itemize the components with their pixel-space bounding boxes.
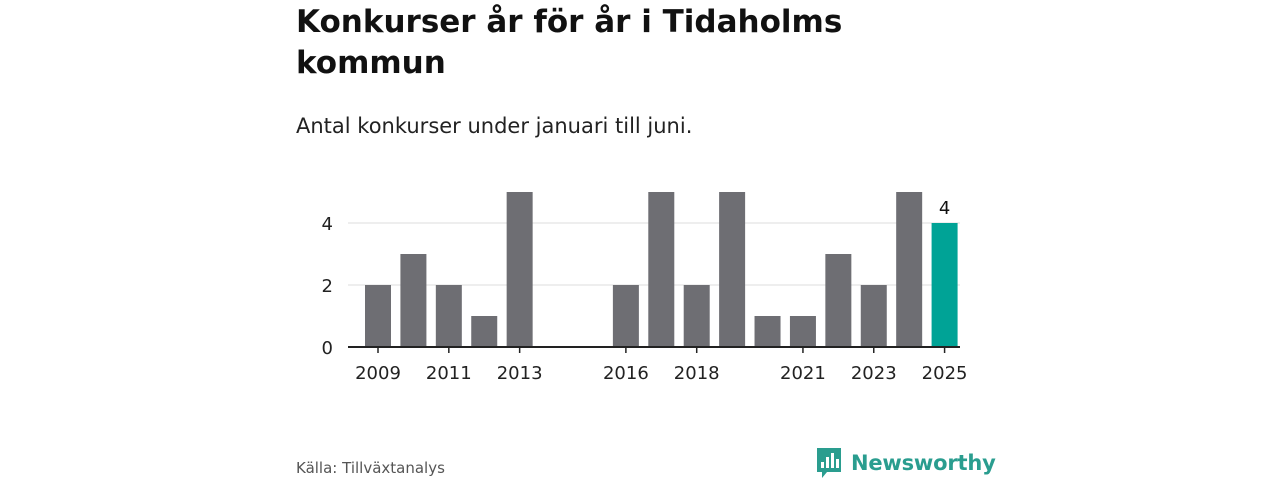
bar-2020 xyxy=(754,316,781,347)
x-tick-label-2011: 2011 xyxy=(426,363,472,384)
x-tick-label-2025: 2025 xyxy=(922,363,968,384)
bar-chart: 0 2 4 4 2009 2011 2013 2016 2018 2021 2023 2025 xyxy=(322,192,968,384)
data-label-2025: 4 xyxy=(939,198,950,219)
bar-2017 xyxy=(648,192,675,347)
bar-2022 xyxy=(825,254,852,347)
y-tick-label-0: 0 xyxy=(322,338,333,359)
bar-2011 xyxy=(435,285,462,347)
bar-2023 xyxy=(860,285,887,347)
bar-2021 xyxy=(789,316,816,347)
x-tick-label-2018: 2018 xyxy=(674,363,720,384)
bar-2016 xyxy=(612,285,639,347)
brand-name: Newsworthy xyxy=(851,451,996,475)
bar-2019 xyxy=(719,192,746,347)
bar-2010 xyxy=(400,254,427,347)
bar-2013 xyxy=(506,192,533,347)
bar-2012 xyxy=(471,316,498,347)
chart-subtitle: Antal konkurser under januari till juni. xyxy=(296,114,693,138)
bar-2018 xyxy=(683,285,710,347)
x-tick-label-2021: 2021 xyxy=(780,363,826,384)
chart-title: Konkurser år för år i Tidaholms kommun xyxy=(296,4,843,81)
newsworthy-brand[interactable]: Newsworthy xyxy=(815,445,996,480)
bar-chart-speech-bubble-icon xyxy=(817,448,841,478)
bar-2009 xyxy=(365,285,391,347)
y-tick-label-2: 2 xyxy=(322,276,333,297)
source-note: Källa: Tillväxtanalys xyxy=(296,459,445,477)
x-tick-label-2013: 2013 xyxy=(497,363,543,384)
x-tick-label-2023: 2023 xyxy=(851,363,897,384)
y-tick-label-4: 4 xyxy=(322,214,333,235)
bar-2025 xyxy=(931,223,958,347)
bar-2024 xyxy=(896,192,923,347)
chart-card: Konkurser år för år i Tidaholms kommun A… xyxy=(296,0,996,480)
x-tick-label-2009: 2009 xyxy=(355,363,401,384)
x-tick-label-2016: 2016 xyxy=(603,363,649,384)
